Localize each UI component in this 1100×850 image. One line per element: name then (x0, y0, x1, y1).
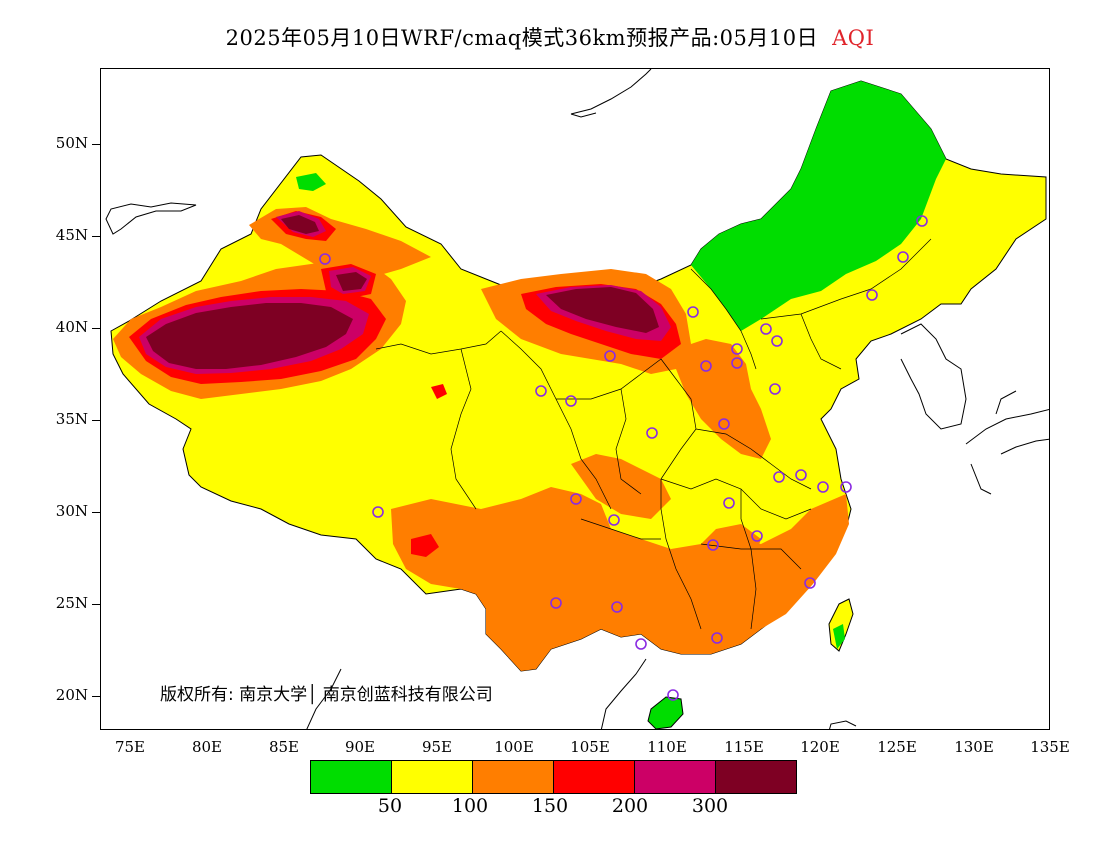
station-marker (570, 493, 582, 505)
legend-label-50: 50 (377, 795, 403, 817)
lon-label-115e: 115E (724, 738, 764, 756)
aqi-map (105, 69, 1049, 729)
sichuan-moderate-zone (571, 454, 671, 519)
lon-label-80e: 80E (191, 738, 223, 756)
lat-tick (92, 604, 100, 605)
station-marker (707, 539, 719, 551)
station-marker (751, 530, 763, 542)
legend-swatch-moderate (391, 761, 472, 793)
kazakh-coast (105, 202, 197, 235)
station-marker (565, 395, 577, 407)
legend-swatch-very-unhealthy (634, 761, 715, 793)
lon-label-130e: 130E (954, 738, 994, 756)
lat-label-30n: 30N (55, 502, 88, 520)
lon-label-135e: 135E (1030, 738, 1070, 756)
province-borders (375, 238, 932, 630)
lat-label-35n: 35N (55, 410, 88, 428)
legend-swatch-good (311, 761, 391, 793)
vietnam-coast (306, 658, 647, 729)
lat-label-25n: 25N (55, 594, 88, 612)
legend-swatch-hazardous (715, 761, 796, 793)
station-marker (711, 632, 723, 644)
station-marker (687, 306, 699, 318)
lon-label-75e: 75E (114, 738, 146, 756)
lon-label-125e: 125E (877, 738, 917, 756)
station-marker (667, 689, 679, 701)
lon-label-120e: 120E (800, 738, 840, 756)
station-marker (604, 350, 616, 362)
lon-label-85e: 85E (268, 738, 300, 756)
northeast-good-zone (691, 81, 946, 331)
station-marker (804, 577, 816, 589)
lon-label-90e: 90E (344, 738, 376, 756)
legend-swatch-sensitive (472, 761, 553, 793)
legend-swatch-unhealthy (553, 761, 634, 793)
station-marker (718, 418, 730, 430)
station-marker (611, 601, 623, 613)
station-marker (372, 506, 384, 518)
lon-label-105e: 105E (570, 738, 610, 756)
station-marker (840, 481, 852, 493)
station-marker (771, 335, 783, 347)
station-marker (769, 383, 781, 395)
station-marker (550, 597, 562, 609)
map-frame (100, 68, 1050, 730)
lon-label-110e: 110E (647, 738, 687, 756)
variable-label: AQI (832, 26, 875, 50)
north-china-moderate-zone (676, 339, 771, 459)
taiwan-good-zone (833, 624, 845, 649)
station-marker (817, 481, 829, 493)
lat-label-20n: 20N (55, 686, 88, 704)
dzungaria-hazardous-zone (281, 215, 319, 234)
legend-label-150: 150 (531, 795, 569, 817)
lon-label-100e: 100E (494, 738, 534, 756)
southwest-moderate-zone (391, 487, 849, 671)
lat-tick (92, 696, 100, 697)
station-marker (773, 471, 785, 483)
legend-label-200: 200 (611, 795, 649, 817)
xinjiang-north-good-zone (296, 173, 326, 191)
legend-label-300: 300 (691, 795, 729, 817)
lat-tick (92, 420, 100, 421)
station-marker (319, 253, 331, 265)
japan-coast (965, 390, 1049, 495)
monitoring-stations (319, 215, 928, 701)
copyright-text: 版权所有: 南京大学│ 南京创蓝科技有限公司 (160, 685, 493, 705)
lat-tick (92, 512, 100, 513)
legend-label-100: 100 (451, 795, 489, 817)
tarim-hazardous-zone (146, 303, 353, 369)
station-marker (916, 215, 928, 227)
title-text: 2025年05月10日WRF/cmaq模式36km预报产品:05月10日 (225, 26, 819, 50)
station-marker (535, 385, 547, 397)
lat-label-45n: 45N (55, 226, 88, 244)
philippines-coast (829, 720, 857, 729)
turpan-hazardous-zone (336, 272, 367, 291)
station-marker (795, 469, 807, 481)
lat-tick (92, 144, 100, 145)
hainan-island (647, 696, 684, 729)
alxa-hazardous-zone (546, 287, 659, 333)
station-marker (897, 251, 909, 263)
map-title: 2025年05月10日WRF/cmaq模式36km预报产品:05月10日 AQI (0, 22, 1100, 52)
tibet-unhealthy-zone (411, 534, 439, 557)
korea-coast (900, 323, 967, 430)
station-marker (700, 360, 712, 372)
lat-label-40n: 40N (55, 318, 88, 336)
station-marker (866, 289, 878, 301)
lon-label-95e: 95E (421, 738, 453, 756)
station-marker (646, 427, 658, 439)
lat-tick (92, 328, 100, 329)
station-marker (635, 638, 647, 650)
color-legend (310, 760, 797, 794)
qinghai-unhealthy-zone (431, 384, 447, 399)
yangtze-moderate-zone (701, 524, 761, 584)
station-marker (760, 323, 772, 335)
station-marker (723, 497, 735, 509)
station-marker (731, 343, 743, 355)
station-marker (731, 357, 743, 369)
lat-label-50n: 50N (55, 134, 88, 152)
lat-tick (92, 236, 100, 237)
russia-coast (570, 69, 652, 118)
station-marker (608, 514, 620, 526)
